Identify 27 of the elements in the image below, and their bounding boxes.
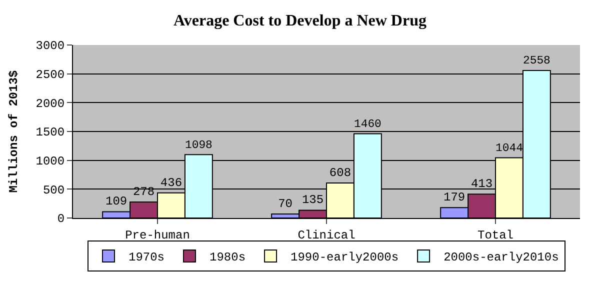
x-tick-label: Pre-human — [125, 228, 190, 242]
legend-label: 1970s — [128, 250, 165, 265]
data-label: 2558 — [522, 54, 551, 68]
data-label: 70 — [278, 196, 293, 211]
data-label: 413 — [470, 177, 493, 192]
x-tick-label: Clinical — [298, 228, 356, 242]
legend-label: 1990-early2000s — [290, 250, 399, 265]
x-tick-label: Total — [477, 228, 514, 242]
data-label: 179 — [444, 190, 466, 205]
y-tick-label: 1500 — [36, 126, 65, 140]
y-tick-label: 3000 — [36, 39, 65, 54]
legend-label: 1980s — [210, 250, 246, 265]
y-tick-label: 2500 — [36, 68, 65, 82]
data-label: 1044 — [496, 142, 524, 155]
y-tick-label: 2000 — [36, 96, 65, 111]
chart-title: Average Cost to Develop a New Drug — [174, 12, 426, 30]
data-label: 608 — [329, 166, 352, 180]
legend-label: 2000s-early2010s — [444, 250, 559, 265]
y-tick-label: 1000 — [36, 154, 65, 169]
data-label: 436 — [160, 176, 182, 190]
data-label: 135 — [302, 193, 324, 208]
y-axis-title: Millions of 2013$ — [7, 70, 22, 193]
data-label: 109 — [106, 194, 128, 209]
y-tick-label: 0 — [57, 212, 65, 226]
data-label: 1460 — [354, 118, 382, 131]
data-label: 1098 — [184, 138, 213, 152]
y-tick-label: 500 — [42, 183, 65, 198]
